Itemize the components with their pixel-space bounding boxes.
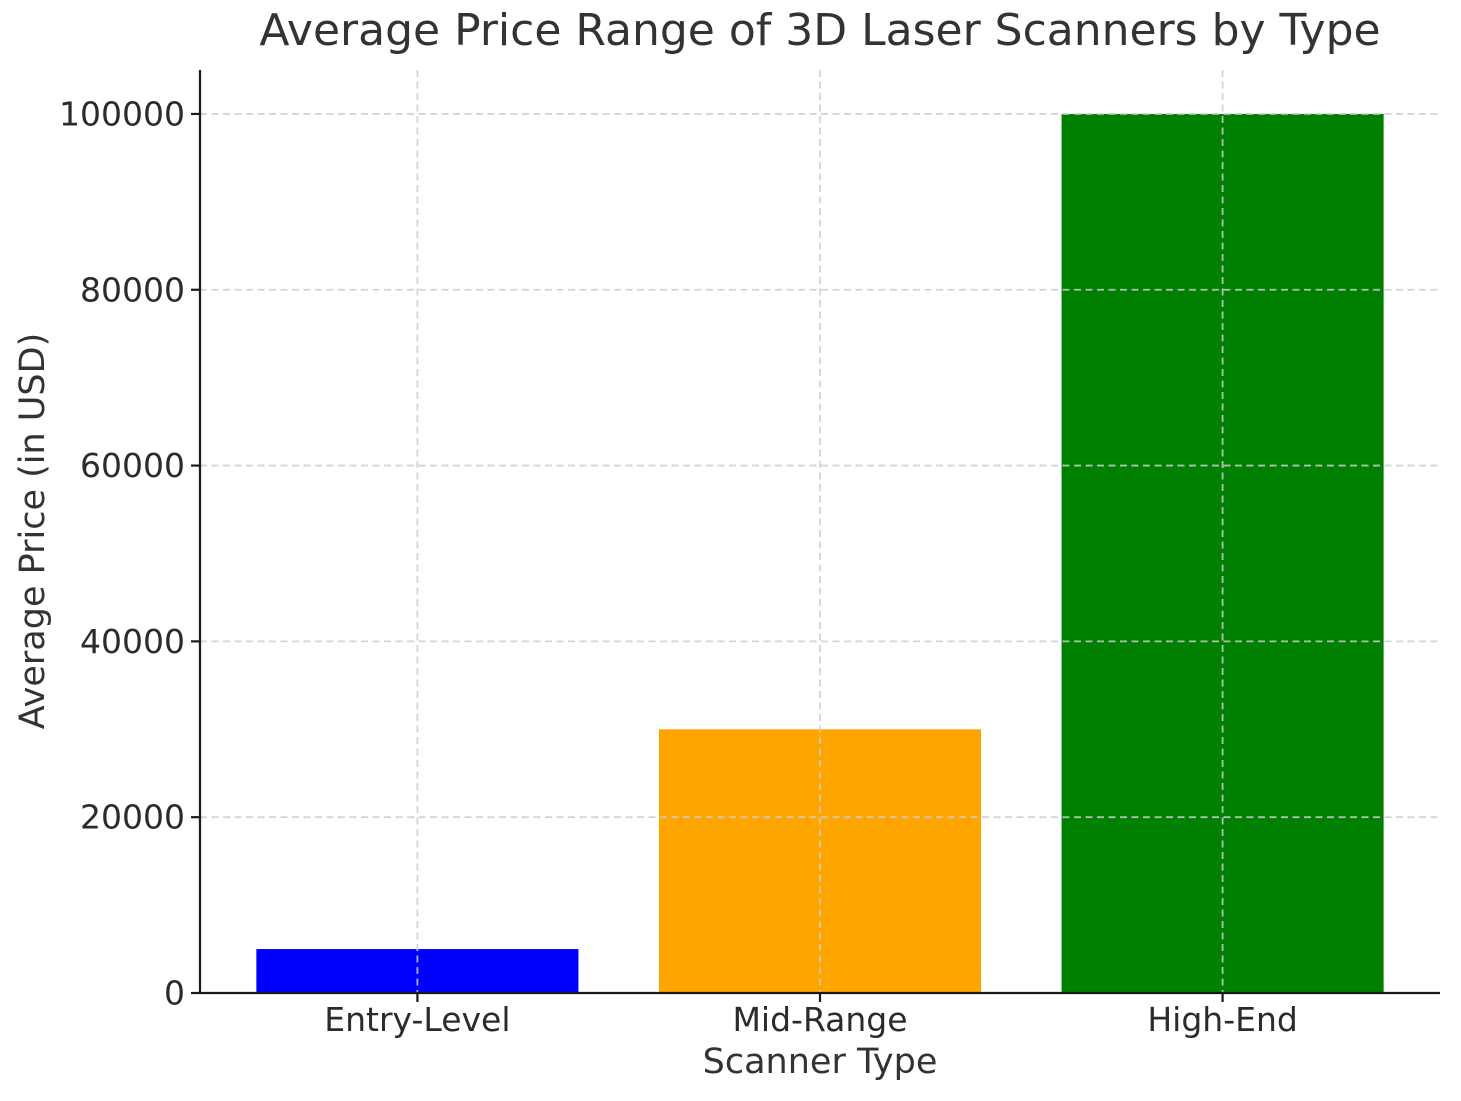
y-tick-label: 80000: [80, 270, 185, 309]
y-tick-label: 20000: [80, 798, 185, 837]
chart-title: Average Price Range of 3D Laser Scanners…: [259, 5, 1381, 56]
y-tick-label: 0: [164, 974, 185, 1013]
x-axis-label: Scanner Type: [702, 1042, 938, 1082]
y-tick-label: 60000: [80, 446, 185, 485]
y-tick-label: 40000: [80, 622, 185, 661]
x-tick-label-high-end: High-End: [1147, 1000, 1297, 1039]
x-tick-label-entry-level: Entry-Level: [324, 1000, 510, 1039]
x-tick-label-mid-range: Mid-Range: [732, 1000, 907, 1039]
y-tick-label: 100000: [59, 94, 185, 133]
bar-mid-range: [658, 729, 982, 993]
